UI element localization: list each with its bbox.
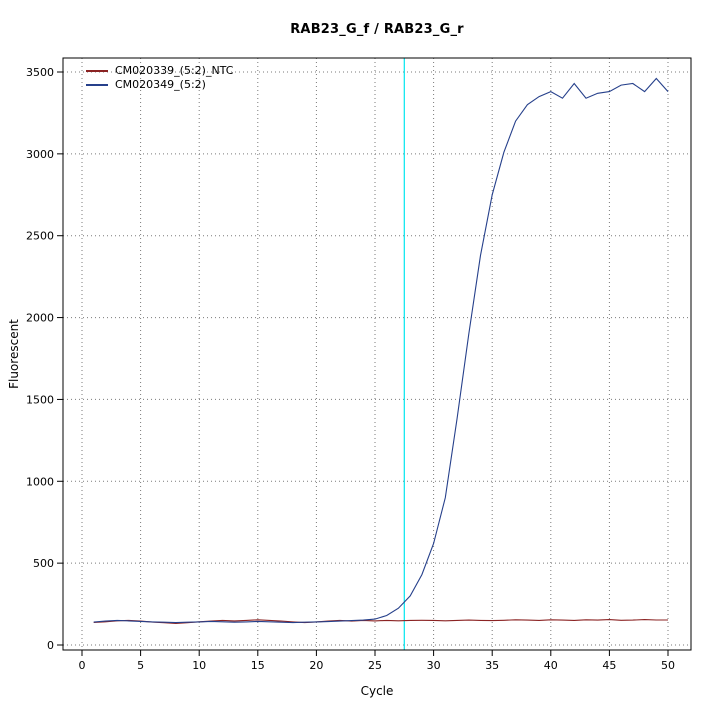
- plot-border: [62, 57, 692, 651]
- y-axis-label: Fluorescent: [7, 319, 21, 389]
- legend-item-sample: CM020349_(5:2): [86, 78, 233, 92]
- svg-text:2000: 2000: [26, 312, 54, 325]
- y-axis-tick-labels: 0 500 1000 1500 2000 2500 3000 3500: [26, 66, 54, 652]
- legend-line: [86, 84, 108, 86]
- svg-text:3000: 3000: [26, 148, 54, 161]
- svg-text:1500: 1500: [26, 393, 54, 406]
- gridlines: [63, 58, 691, 650]
- x-axis-ticks: [81, 650, 669, 656]
- y-axis-ticks: [57, 71, 63, 646]
- legend-label: CM020349_(5:2): [115, 78, 206, 91]
- x-axis-label: Cycle: [360, 684, 394, 698]
- svg-text:15: 15: [251, 659, 265, 672]
- svg-text:2500: 2500: [26, 230, 54, 243]
- svg-text:50: 50: [661, 659, 675, 672]
- legend-label: CM020339_(5:2)_NTC: [115, 64, 234, 77]
- series-line-sample: [93, 77, 669, 624]
- legend-line: [86, 70, 108, 72]
- chart-title: RAB23_G_f / RAB23_G_r: [290, 22, 464, 37]
- svg-text:0: 0: [47, 639, 54, 652]
- legend: CM020339_(5:2)_NTC CM020349_(5:2): [86, 64, 233, 92]
- legend-item-ntc: CM020339_(5:2)_NTC: [86, 64, 233, 78]
- svg-text:10: 10: [192, 659, 206, 672]
- svg-text:5: 5: [137, 659, 144, 672]
- svg-text:35: 35: [485, 659, 499, 672]
- x-axis-tick-labels: 0 5 10 15 20 25 30 35 40 45 50: [79, 659, 676, 672]
- svg-text:20: 20: [309, 659, 323, 672]
- svg-text:30: 30: [427, 659, 441, 672]
- svg-text:500: 500: [33, 557, 54, 570]
- svg-text:3500: 3500: [26, 66, 54, 79]
- svg-text:1000: 1000: [26, 475, 54, 488]
- svg-text:40: 40: [544, 659, 558, 672]
- svg-text:0: 0: [79, 659, 86, 672]
- svg-text:45: 45: [602, 659, 616, 672]
- svg-text:25: 25: [368, 659, 382, 672]
